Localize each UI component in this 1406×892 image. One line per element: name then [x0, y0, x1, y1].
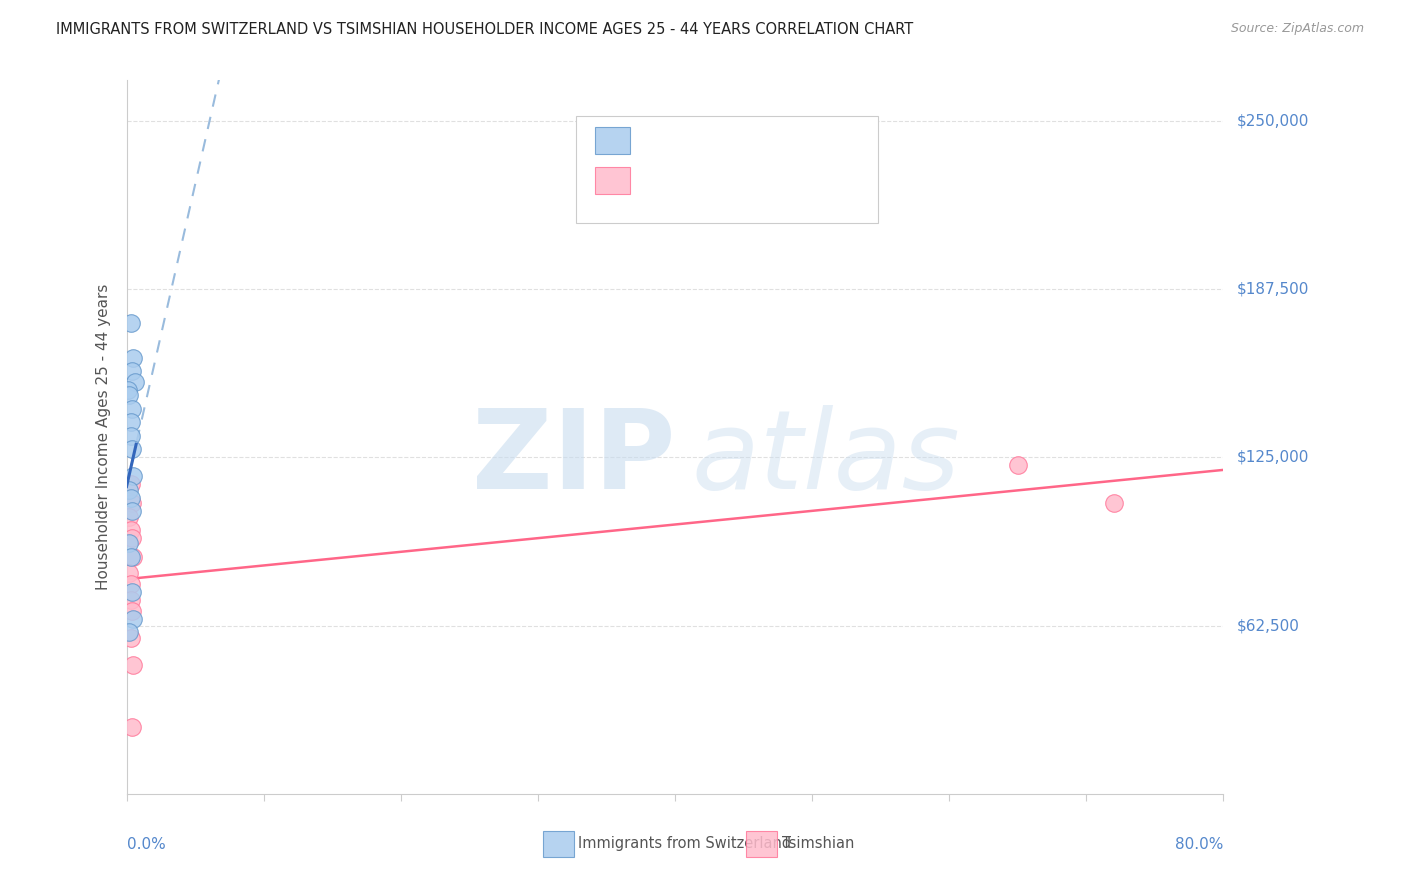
Point: [120, 549, 142, 564]
FancyBboxPatch shape: [747, 831, 778, 856]
Point: [118, 625, 141, 640]
Point: [121, 401, 143, 416]
Point: [118, 388, 141, 402]
Point: [122, 351, 145, 365]
Point: [120, 593, 142, 607]
Point: [120, 428, 142, 442]
Point: [1007, 458, 1029, 473]
Point: [121, 504, 143, 518]
Point: [121, 442, 143, 457]
Text: N = 19: N = 19: [773, 130, 837, 148]
Point: [1102, 496, 1125, 510]
Point: [120, 631, 142, 645]
Point: [121, 720, 143, 734]
Text: N = 15: N = 15: [773, 171, 837, 189]
Point: [117, 383, 139, 397]
Point: [120, 477, 142, 491]
Point: [121, 585, 143, 599]
Point: [122, 612, 145, 626]
Point: [118, 509, 141, 524]
Text: Immigrants from Switzerland: Immigrants from Switzerland: [578, 837, 792, 851]
Point: [122, 469, 145, 483]
Text: $125,000: $125,000: [1237, 450, 1309, 465]
Text: $250,000: $250,000: [1237, 113, 1309, 128]
Point: [121, 496, 143, 510]
Point: [122, 549, 145, 564]
Text: R = 0.225: R = 0.225: [638, 171, 730, 189]
FancyBboxPatch shape: [595, 168, 630, 194]
Text: 0.0%: 0.0%: [127, 837, 166, 852]
Point: [118, 483, 141, 497]
Point: [120, 415, 142, 429]
Text: Tsimshian: Tsimshian: [782, 837, 855, 851]
Text: 80.0%: 80.0%: [1175, 837, 1223, 852]
Text: $187,500: $187,500: [1237, 282, 1309, 296]
Point: [121, 531, 143, 545]
Text: ZIP: ZIP: [471, 405, 675, 512]
Text: IMMIGRANTS FROM SWITZERLAND VS TSIMSHIAN HOUSEHOLDER INCOME AGES 25 - 44 YEARS C: IMMIGRANTS FROM SWITZERLAND VS TSIMSHIAN…: [56, 22, 914, 37]
Text: Source: ZipAtlas.com: Source: ZipAtlas.com: [1230, 22, 1364, 36]
Point: [120, 523, 142, 537]
Point: [120, 577, 142, 591]
Point: [122, 657, 145, 672]
Text: atlas: atlas: [692, 405, 960, 512]
Point: [118, 566, 141, 580]
Point: [121, 604, 143, 618]
Point: [121, 364, 143, 378]
FancyBboxPatch shape: [543, 831, 574, 856]
FancyBboxPatch shape: [595, 127, 630, 153]
Point: [120, 316, 142, 330]
FancyBboxPatch shape: [576, 116, 877, 223]
Y-axis label: Householder Income Ages 25 - 44 years: Householder Income Ages 25 - 44 years: [96, 284, 111, 591]
Text: R = 0.399: R = 0.399: [638, 130, 730, 148]
Point: [118, 536, 141, 550]
Point: [120, 491, 142, 505]
Text: $62,500: $62,500: [1237, 618, 1301, 633]
Point: [124, 375, 146, 389]
